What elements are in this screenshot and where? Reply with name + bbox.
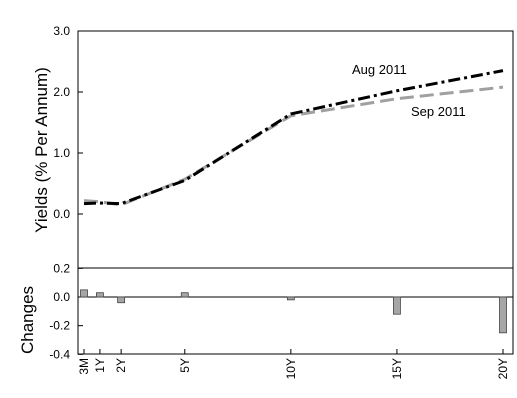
maturity-x-tick-label: 5Y bbox=[178, 358, 192, 373]
maturity-x-tick-label: 1Y bbox=[93, 358, 107, 373]
yield-y-tick-label: 2.0 bbox=[53, 85, 70, 99]
change-bar-5Y bbox=[180, 292, 189, 298]
change-bar-10Y bbox=[286, 296, 295, 301]
yield-y-tick-label: 3.0 bbox=[53, 24, 70, 38]
change-bar-1Y bbox=[96, 292, 104, 298]
change-y-tick-label: 0.2 bbox=[53, 261, 70, 275]
yield-y-tick-label: 0.0 bbox=[53, 207, 70, 221]
maturity-x-tick-label: 10Y bbox=[284, 358, 298, 379]
maturity-x-tick-label: 20Y bbox=[496, 358, 510, 379]
change-y-ticks: 0.2 0.0 -0.2 -0.4 bbox=[49, 261, 83, 361]
change-bar-15Y bbox=[393, 296, 401, 315]
series-label-sep-2011: Sep 2011 bbox=[411, 104, 466, 119]
yield-axis-label: Yields (% Per Annum) bbox=[32, 67, 51, 233]
yield-lines bbox=[83, 69, 504, 207]
yield-y-tick-label: 1.0 bbox=[53, 146, 70, 160]
series-labels: Aug 2011 Sep 2011 bbox=[352, 62, 466, 119]
maturity-x-ticks: 3M 1Y 2Y 5Y 10Y 15Y 20Y bbox=[77, 349, 510, 379]
change-bar-3M bbox=[80, 289, 88, 298]
change-bar-20Y bbox=[499, 296, 507, 334]
series-label-aug-2011: Aug 2011 bbox=[352, 62, 407, 77]
change-bar-2Y bbox=[117, 296, 126, 304]
change-bars bbox=[80, 289, 507, 334]
changes-axis-label: Changes bbox=[18, 286, 37, 354]
yield-line-aug-2011 bbox=[83, 69, 504, 206]
maturity-x-tick-label: 2Y bbox=[114, 358, 128, 373]
change-y-tick-label: -0.4 bbox=[49, 347, 70, 361]
change-y-tick-label: 0.0 bbox=[53, 290, 70, 304]
maturity-x-tick-label: 15Y bbox=[390, 358, 404, 379]
plot-frame bbox=[77, 30, 514, 355]
change-y-tick-label: -0.2 bbox=[49, 319, 70, 333]
yield-line-sep-2011 bbox=[83, 85, 504, 207]
maturity-x-tick-label: 3M bbox=[77, 358, 91, 375]
yield-y-ticks: 3.0 2.0 1.0 0.0 bbox=[53, 24, 83, 221]
